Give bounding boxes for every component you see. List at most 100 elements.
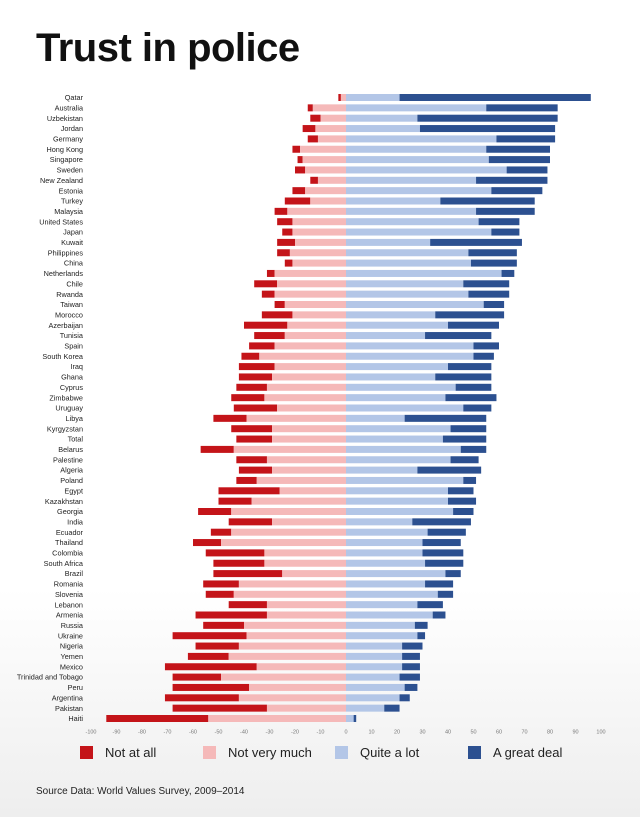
bar-kazakhstan-not-at-all [218, 497, 252, 505]
bar-belarus-not-at-all [200, 445, 234, 453]
bar-hong-kong-quite-a-lot [346, 145, 487, 153]
bar-estonia-quite-a-lot [346, 187, 492, 195]
x-axis-ticks-group: -100 -90 -80 -70 -60 -50 -40 -30 -20 -10 0 10 20 30 40… [85, 730, 605, 736]
bar-total-not-at-all [236, 435, 273, 443]
bar-spain-not-very-much [274, 342, 346, 350]
bar-pakistan-quite-a-lot [346, 704, 385, 712]
bar-ghana-quite-a-lot [346, 373, 436, 381]
bar-haiti-not-at-all [106, 715, 209, 722]
bar-peru-a-great-deal [404, 683, 418, 691]
bar-germany-a-great-deal [496, 135, 556, 143]
bar-nigeria-quite-a-lot [346, 642, 403, 650]
bar-kyrgyzstan-not-very-much [272, 425, 346, 433]
bar-new-zealand-not-at-all [310, 176, 318, 184]
chart-title: Trust in police [36, 26, 300, 70]
bar-philippines-not-at-all [277, 249, 290, 257]
bar-united-states-not-very-much [292, 218, 346, 226]
legend-swatch-quite-a-lot [335, 746, 348, 759]
bar-malaysia-a-great-deal [476, 207, 535, 215]
bar-argentina-not-very-much [238, 694, 346, 702]
category-label-south-africa: South Africa [44, 559, 84, 568]
legend-swatch-a-great-deal [468, 746, 481, 759]
bar-palestine-a-great-deal [450, 456, 479, 464]
x-tick-label: -70 [164, 730, 172, 736]
bar-south-korea-not-at-all [241, 352, 260, 360]
category-label-zimbabwe: Zimbabwe [49, 393, 83, 402]
category-label-slovenia: Slovenia [55, 590, 84, 599]
bar-philippines-quite-a-lot [346, 249, 469, 257]
bar-kuwait-quite-a-lot [346, 238, 431, 246]
bar-chile-quite-a-lot [346, 280, 464, 288]
bar-malaysia-not-at-all [274, 207, 288, 215]
x-tick-label: -50 [215, 730, 223, 736]
bar-total-quite-a-lot [346, 435, 443, 443]
bar-algeria-not-at-all [238, 466, 273, 474]
bar-russia-not-very-much [244, 621, 346, 629]
bar-sweden-not-very-much [305, 166, 346, 174]
x-tick-label: 40 [445, 730, 451, 736]
category-label-libya: Libya [66, 414, 84, 423]
bar-ghana-not-very-much [272, 373, 346, 381]
bar-slovenia-not-at-all [205, 590, 234, 598]
bar-south-africa-a-great-deal [425, 559, 464, 567]
bar-china-not-at-all [284, 259, 293, 267]
bar-pakistan-not-very-much [266, 704, 346, 712]
bar-australia-not-at-all [307, 104, 313, 112]
bar-libya-not-very-much [246, 414, 346, 422]
bar-russia-a-great-deal [414, 621, 428, 629]
category-label-hong-kong: Hong Kong [46, 145, 83, 154]
bar-malaysia-quite-a-lot [346, 207, 477, 215]
bar-kuwait-a-great-deal [430, 238, 522, 246]
x-tick-label: -20 [291, 730, 299, 736]
bar-ecuador-a-great-deal [427, 528, 466, 536]
bar-zimbabwe-not-very-much [264, 394, 346, 402]
x-tick-label: 70 [521, 730, 527, 736]
bar-georgia-quite-a-lot [346, 508, 454, 515]
bar-colombia-not-at-all [205, 549, 265, 557]
legend-label-not-at-all: Not at all [105, 745, 157, 760]
bar-thailand-a-great-deal [422, 539, 461, 547]
bar-peru-quite-a-lot [346, 683, 405, 691]
x-tick-label: 30 [419, 730, 425, 736]
category-label-romania: Romania [54, 580, 84, 589]
category-label-palestine: Palestine [53, 455, 83, 464]
bar-libya-not-at-all [213, 414, 247, 422]
bar-turkey-not-at-all [284, 197, 311, 205]
bar-singapore-not-very-much [302, 156, 346, 164]
category-label-iraq: Iraq [70, 362, 83, 371]
category-label-haiti: Haiti [68, 714, 83, 723]
x-tick-label: 10 [368, 730, 374, 736]
bar-romania-not-at-all [203, 580, 239, 588]
bar-brazil-not-very-much [282, 570, 346, 578]
bar-singapore-quite-a-lot [346, 156, 489, 164]
legend-label-not-very-much: Not very much [228, 745, 312, 760]
category-label-trinidad-and-tobago: Trinidad and Tobago [17, 673, 83, 682]
bar-kazakhstan-a-great-deal [448, 497, 477, 505]
bar-trinidad-and-tobago-a-great-deal [399, 673, 420, 681]
bar-cyprus-a-great-deal [455, 383, 492, 391]
bar-south-korea-not-very-much [259, 352, 346, 360]
bar-ecuador-not-at-all [210, 528, 232, 536]
category-label-lebanon: Lebanon [55, 600, 83, 609]
bar-australia-not-very-much [312, 104, 346, 112]
bar-yemen-not-at-all [187, 652, 229, 660]
bar-zimbabwe-not-at-all [231, 394, 265, 402]
category-label-jordan: Jordan [61, 124, 83, 133]
category-label-algeria: Algeria [60, 466, 84, 475]
x-tick-label: -60 [189, 730, 197, 736]
bar-zimbabwe-a-great-deal [445, 394, 497, 402]
bar-lebanon-not-at-all [228, 601, 267, 609]
category-label-ukraine: Ukraine [58, 631, 83, 640]
bar-algeria-not-very-much [272, 466, 346, 474]
category-label-singapore: Singapore [50, 155, 83, 164]
x-tick-label: -90 [113, 730, 121, 736]
category-label-tunisia: Tunisia [60, 331, 84, 340]
bar-japan-not-at-all [282, 228, 293, 236]
category-label-india: India [67, 517, 84, 526]
category-label-armenia: Armenia [56, 611, 84, 620]
bar-palestine-not-very-much [266, 456, 346, 464]
bar-germany-not-at-all [307, 135, 318, 143]
category-label-new-zealand: New Zealand [40, 176, 83, 185]
bar-sweden-not-at-all [295, 166, 306, 174]
bar-uzbekistan-not-very-much [320, 114, 346, 122]
